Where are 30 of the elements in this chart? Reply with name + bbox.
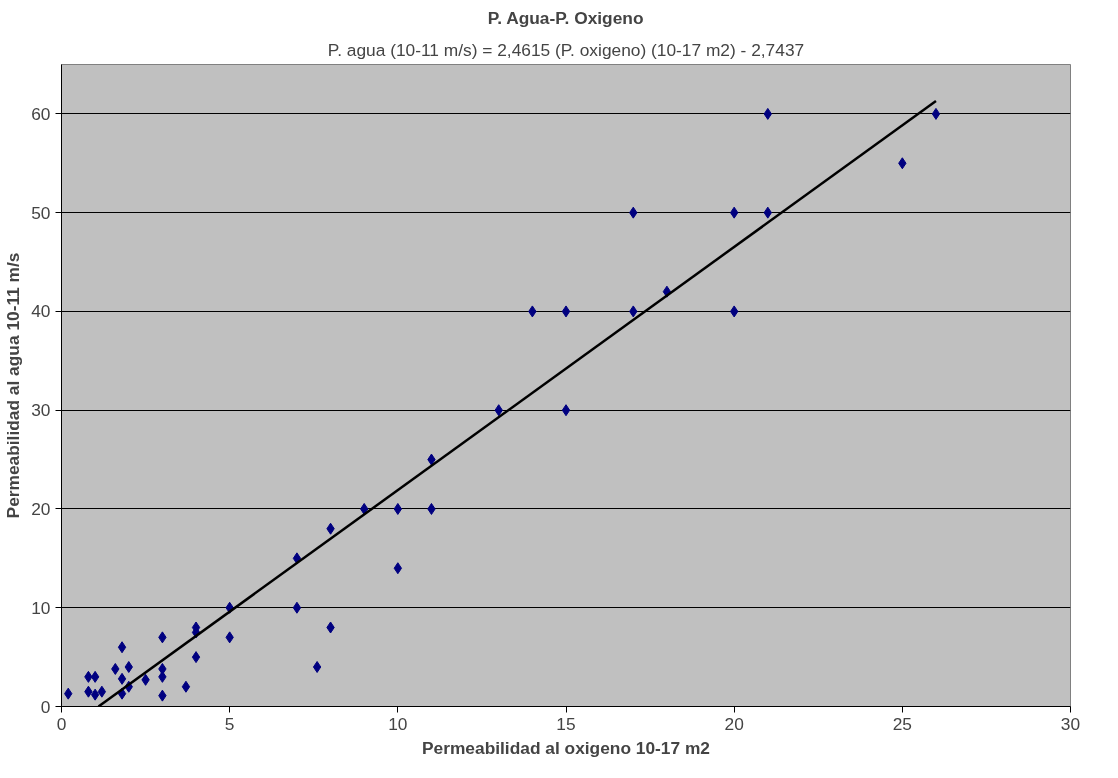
x-tick-label: 10 — [388, 713, 408, 734]
point — [561, 305, 571, 318]
y-tick-label: 30 — [31, 400, 51, 421]
point — [191, 651, 201, 664]
point — [312, 660, 322, 673]
chart-subtitle: P. agua (10-11 m/s) = 2,4615 (P. oxigeno) (10-17 m2) - 2,7437 — [327, 39, 805, 60]
x-axis-title: Permeabilidad al oxigeno 10-17 m2 — [422, 737, 710, 758]
point — [561, 404, 571, 417]
y-tick-label: 0 — [40, 696, 51, 717]
x-tick-label: 25 — [892, 713, 912, 734]
point — [97, 685, 107, 698]
y-tick-label: 50 — [31, 202, 51, 223]
chart-title: P. Agua-P. Oxigeno — [487, 7, 644, 28]
y-axis-title: Permeabilidad al agua 10-11 m/s — [3, 252, 24, 519]
x-tick-label: 15 — [556, 713, 576, 734]
point — [931, 107, 941, 120]
point — [117, 672, 127, 685]
x-tick-label: 0 — [56, 713, 67, 734]
point — [90, 688, 100, 701]
y-tick-label: 20 — [31, 498, 51, 519]
y-tick-label: 40 — [31, 301, 51, 322]
x-tick-label: 5 — [224, 713, 235, 734]
x-tick-label: 30 — [1060, 713, 1081, 734]
point — [117, 641, 127, 654]
point — [90, 670, 100, 683]
point — [292, 601, 302, 614]
y-tick-label: 60 — [31, 103, 51, 124]
y-tick-label: 10 — [31, 597, 51, 618]
point — [181, 680, 191, 693]
x-tick-label: 20 — [724, 713, 744, 734]
